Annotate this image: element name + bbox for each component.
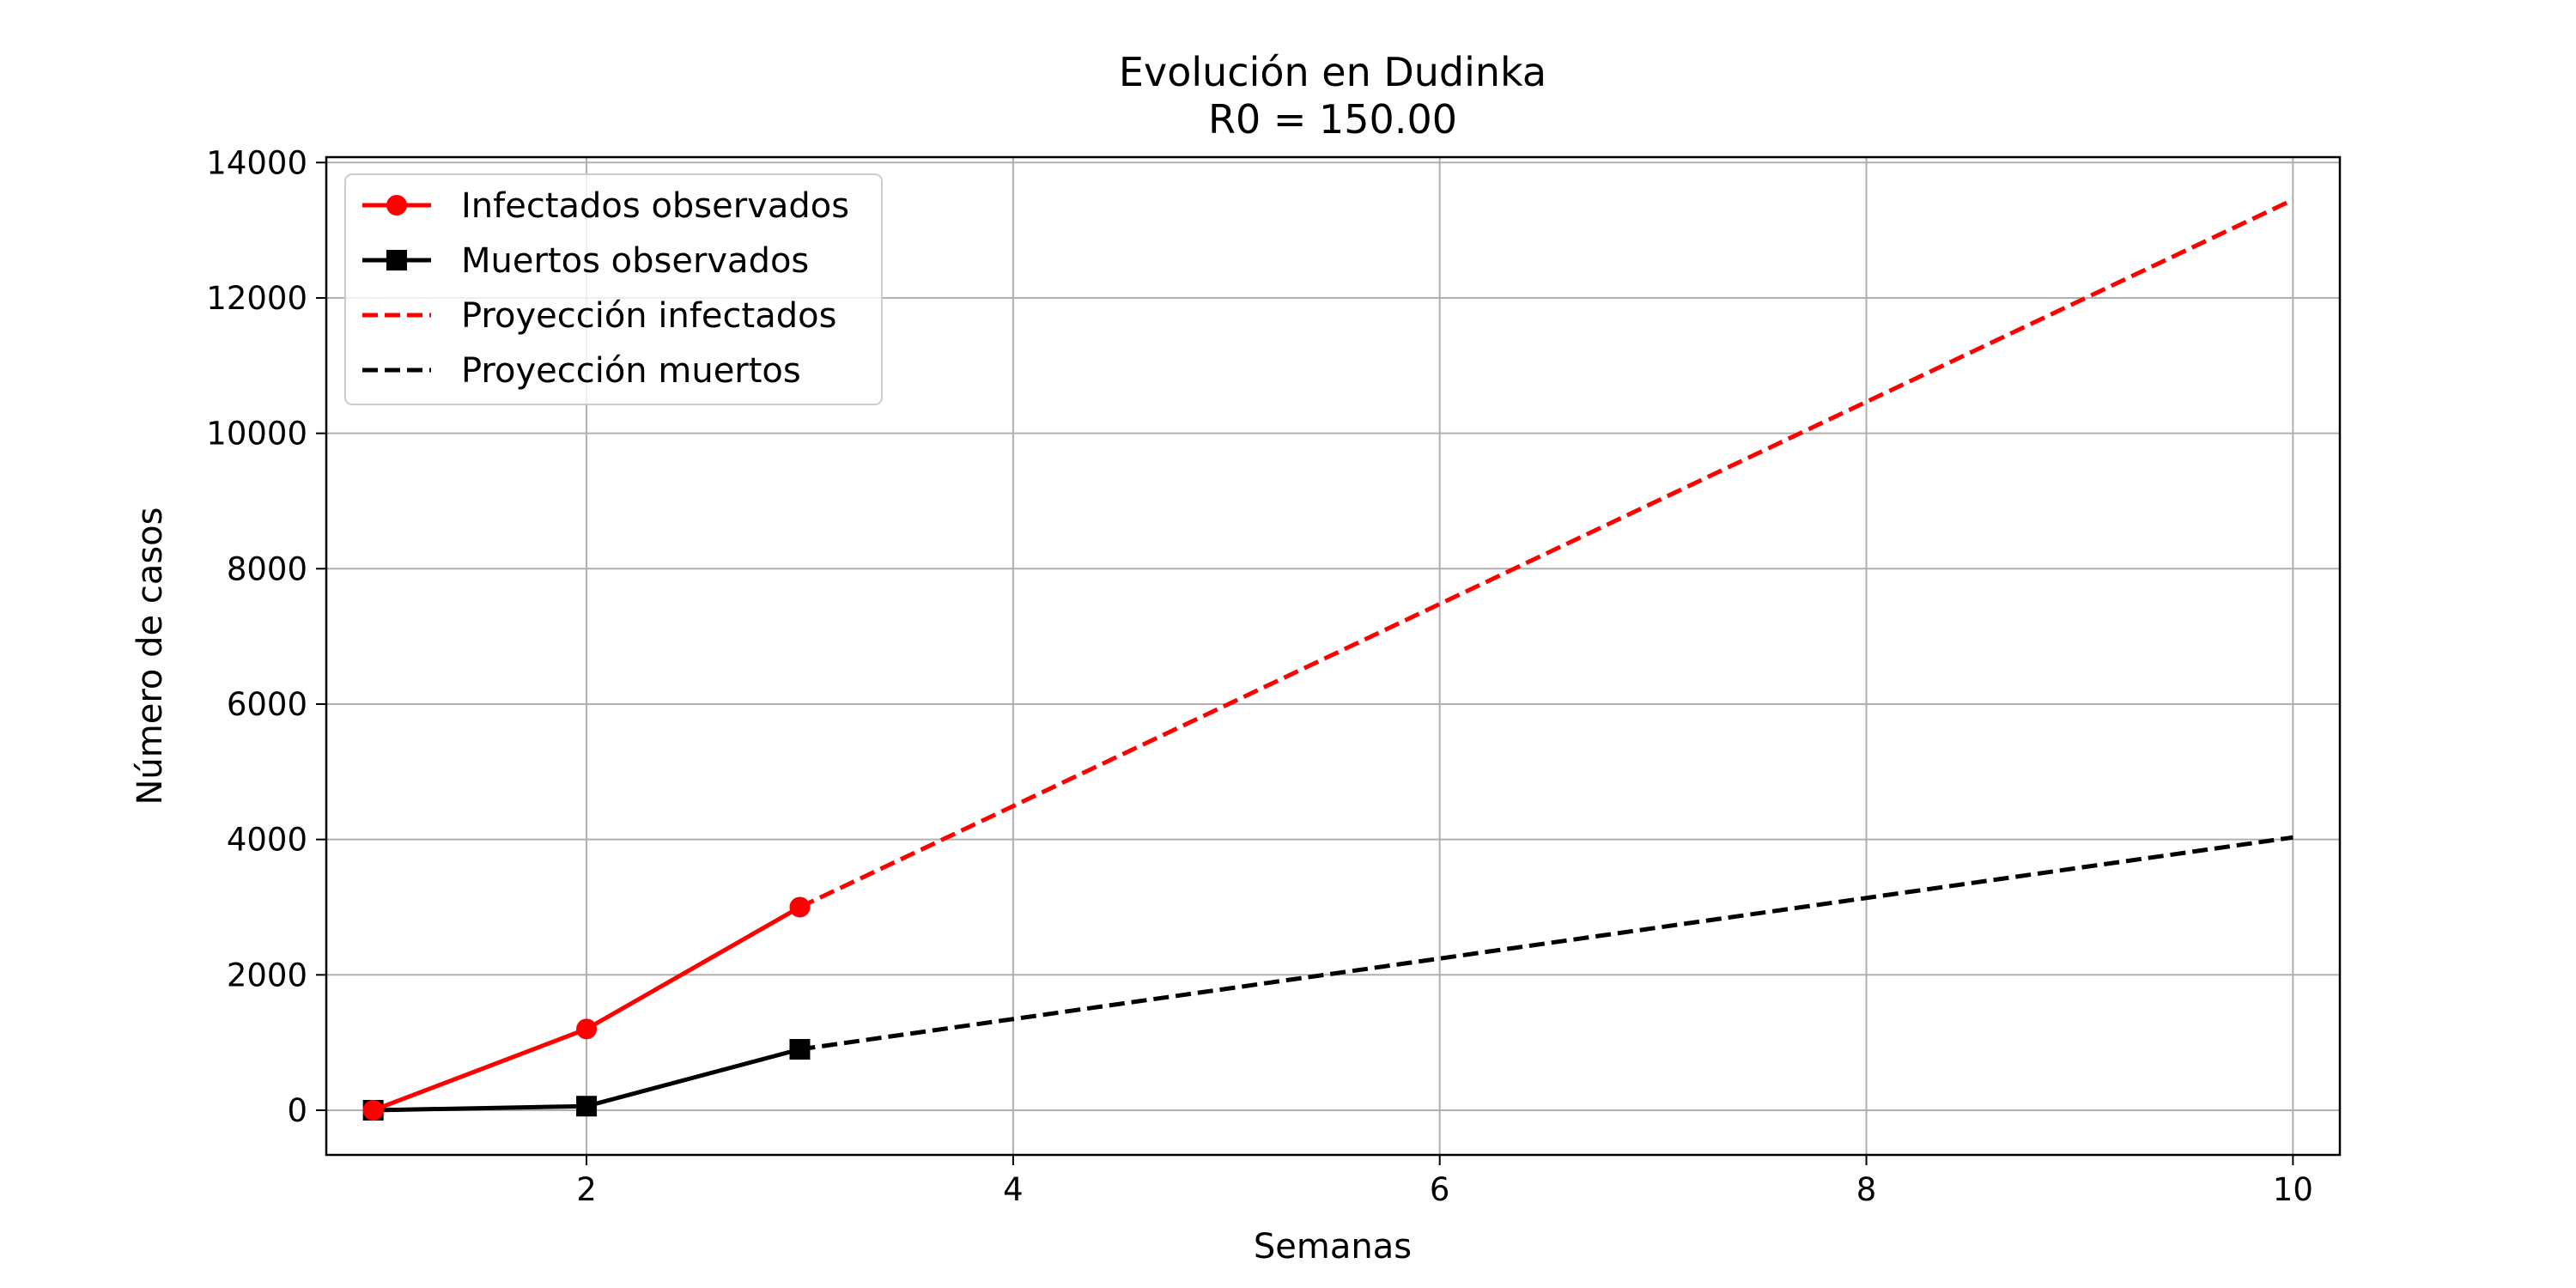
legend-label-3: Proyección muertos: [461, 351, 801, 391]
series-1-point: [789, 1039, 811, 1060]
y-tick-label: 14000: [206, 144, 307, 181]
y-axis-label: Número de casos: [131, 507, 170, 805]
chart-subtitle: R0 = 150.00: [1208, 96, 1457, 143]
series-1-point: [576, 1096, 598, 1117]
series-0-point: [576, 1018, 598, 1040]
y-tick-label: 4000: [227, 822, 307, 859]
x-tick-label: 4: [1003, 1171, 1024, 1208]
legend-label-0: Infectados observados: [461, 186, 849, 226]
y-tick-label: 0: [287, 1092, 307, 1129]
series-line-3: [799, 835, 2293, 1052]
y-tick-label: 12000: [206, 280, 307, 317]
x-tick-label: 2: [576, 1171, 597, 1208]
legend-label-2: Proyección infectados: [461, 296, 836, 336]
y-tick-label: 10000: [206, 416, 307, 453]
plot-frame: [325, 155, 2342, 1157]
series-line-2: [799, 197, 2294, 909]
legend-marker-1: [386, 250, 407, 270]
grid: [326, 157, 2340, 1155]
legend-label-1: Muertos observados: [461, 241, 809, 281]
legend: Infectados observados Muertos observados P…: [344, 173, 883, 405]
legend-box: [344, 173, 883, 405]
legend-marker-0: [386, 195, 407, 216]
chart-title: Evolución en Dudinka: [1119, 49, 1546, 95]
y-tick-label: 2000: [227, 957, 307, 993]
y-tick-label: 6000: [227, 686, 307, 723]
x-tick-label: 10: [2273, 1171, 2313, 1208]
y-tick-label: 8000: [227, 550, 307, 587]
series-0-point: [789, 896, 811, 918]
series-layer: [362, 197, 2294, 1121]
x-tick-label: 6: [1430, 1171, 1450, 1208]
ticks: 2 4 6 8 10 0 2000 4000 6000 8000 10000 12000 14000: [206, 144, 2313, 1208]
series-0-point: [362, 1099, 384, 1121]
x-axis-label: Semanas: [1254, 1227, 1412, 1267]
x-tick-label: 8: [1856, 1171, 1877, 1208]
